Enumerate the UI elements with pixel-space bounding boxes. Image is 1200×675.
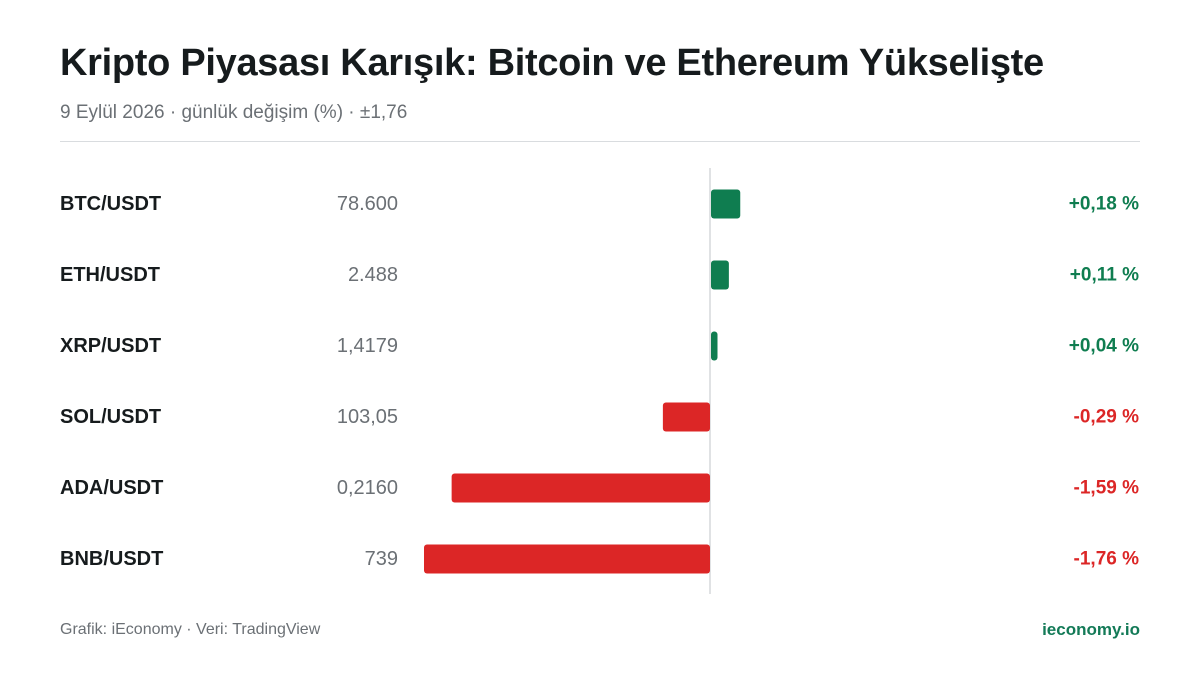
value-label: -0,29 % (1074, 407, 1140, 428)
bar (711, 331, 718, 361)
value-label: -1,59 % (1074, 478, 1140, 499)
chart-subtitle: 9 Eylül 2026 · günlük değişim (%) · ±1,7… (60, 102, 408, 123)
category-label: XRP/USDT (60, 335, 161, 357)
chart-title: Kripto Piyasası Karışık: Bitcoin ve Ethe… (60, 42, 1044, 84)
value-label: +0,18 % (1069, 194, 1139, 215)
bar (424, 544, 710, 574)
footer-brand-link[interactable]: ieconomy.io (1042, 620, 1140, 639)
price-label: 103,05 (337, 406, 398, 428)
price-label: 2.488 (348, 264, 398, 286)
category-label: SOL/USDT (60, 406, 161, 428)
bar (711, 189, 741, 219)
bar (711, 260, 729, 290)
category-label: BTC/USDT (60, 193, 161, 215)
bar (451, 473, 710, 503)
bar (662, 402, 710, 432)
price-label: 739 (365, 548, 398, 570)
header-divider (60, 141, 1140, 142)
category-label: BNB/USDT (60, 548, 163, 570)
value-label: -1,76 % (1074, 549, 1140, 570)
value-label: +0,11 % (1070, 265, 1139, 286)
category-label: ETH/USDT (60, 264, 160, 286)
price-label: 78.600 (337, 193, 398, 215)
value-label: +0,04 % (1069, 336, 1139, 357)
price-label: 1,4179 (337, 335, 398, 357)
price-label: 0,2160 (337, 477, 398, 499)
footer-credit: Grafik: iEconomy · Veri: TradingView (60, 621, 321, 638)
category-label: ADA/USDT (60, 477, 163, 499)
